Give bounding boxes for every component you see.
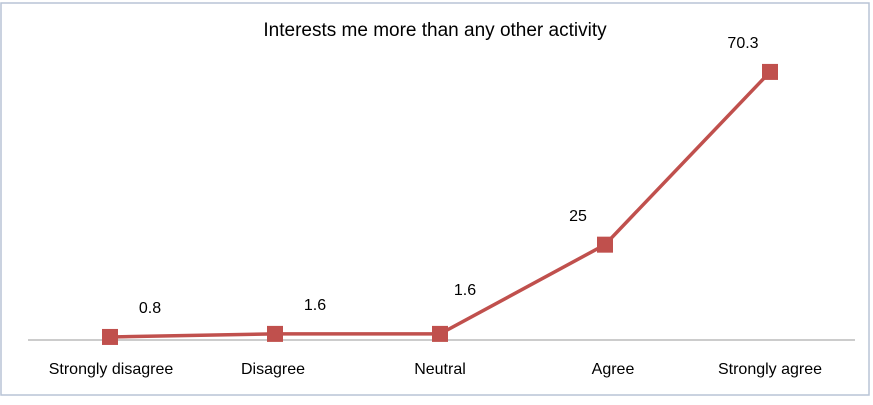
value-label: 1.6 — [304, 297, 326, 314]
marker — [102, 328, 118, 345]
marker — [597, 236, 613, 253]
value-label: 1.6 — [454, 282, 476, 299]
chart-title: Interests me more than any other activit… — [263, 20, 607, 41]
x-tick-label: Agree — [592, 361, 635, 378]
value-label: 70.3 — [727, 35, 758, 52]
x-tick-label: Strongly disagree — [49, 361, 174, 378]
marker — [267, 325, 283, 342]
x-tick-label: Disagree — [241, 361, 305, 378]
marker — [762, 63, 778, 80]
marker — [432, 325, 448, 342]
value-label: 0.8 — [139, 300, 161, 317]
x-tick-label: Strongly agree — [718, 361, 822, 378]
x-tick-label: Neutral — [414, 361, 466, 378]
value-label: 25 — [569, 208, 587, 225]
